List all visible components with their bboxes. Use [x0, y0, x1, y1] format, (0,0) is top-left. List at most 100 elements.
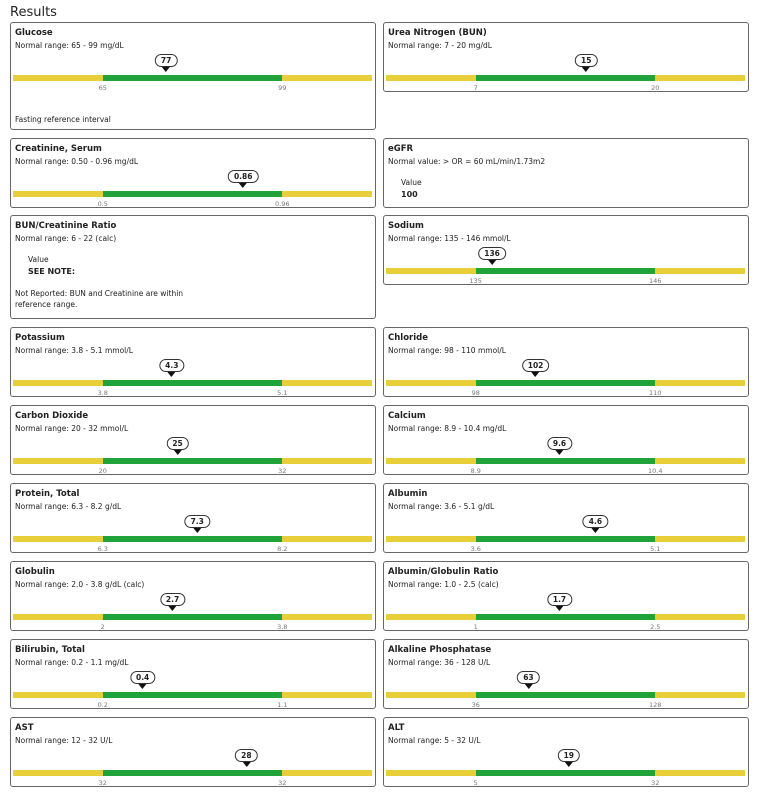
test-name: Chloride [388, 333, 428, 343]
marker-pointer [591, 528, 600, 533]
normal-band [102, 614, 283, 620]
test-name: BUN/Creatinine Ratio [15, 221, 117, 231]
marker-pointer [582, 67, 591, 72]
low-tick-label: 7 [473, 84, 478, 92]
result-card: Calcium Normal range: 8.9 - 10.4 mg/dL 8.9… [383, 405, 749, 475]
low-tick-label: 98 [471, 389, 480, 397]
marker-pointer [168, 606, 177, 611]
high-tick-label: 128 [649, 701, 662, 709]
test-name: Carbon Dioxide [15, 411, 89, 421]
test-name: Urea Nitrogen (BUN) [388, 28, 487, 38]
result-label: Value [401, 178, 422, 187]
value-bubble: 102 [521, 359, 550, 372]
value-marker: 136 [478, 247, 506, 265]
result-card: Chloride Normal range: 98 - 110 mmol/L 98 1… [383, 327, 749, 397]
result-card: Sodium Normal range: 135 - 146 mmol/L 135 1… [383, 215, 749, 285]
normal-range: Normal range: 3.8 - 5.1 mmol/L [15, 346, 133, 355]
normal-band [475, 75, 656, 81]
marker-pointer [138, 684, 147, 689]
value-bubble: 63 [517, 671, 540, 684]
value-marker: 28 [235, 749, 258, 767]
high-tick-label: 146 [649, 277, 662, 285]
marker-pointer [167, 372, 176, 377]
range-bar [386, 614, 745, 620]
normal-band [475, 380, 656, 386]
high-tick-label: 20 [651, 84, 660, 92]
range-bar [386, 75, 745, 81]
value-marker: 0.4 [129, 671, 156, 689]
range-bar [13, 458, 372, 464]
normal-range: Normal range: 8.9 - 10.4 mg/dL [388, 424, 507, 433]
normal-band [102, 191, 283, 197]
low-tick-label: 2 [100, 623, 105, 631]
value-marker: 77 [154, 54, 178, 72]
result-card: Albumin/Globulin Ratio Normal range: 1.0 … [383, 561, 749, 631]
normal-range: Normal range: 36 - 128 U/L [388, 658, 491, 667]
page-title: Results [10, 5, 57, 20]
low-tick-label: 6.3 [97, 545, 108, 553]
normal-band [102, 75, 283, 81]
result-value: SEE NOTE: [28, 267, 76, 276]
normal-range: Normal range: 135 - 146 mmol/L [388, 234, 511, 243]
low-tick-label: 0.5 [97, 200, 108, 208]
value-bubble: 28 [235, 749, 258, 762]
value-bubble: 4.6 [582, 515, 609, 528]
value-marker: 102 [521, 359, 550, 377]
high-tick-label: 110 [649, 389, 662, 397]
normal-band [102, 770, 283, 776]
value-bubble: 0.4 [129, 671, 156, 684]
results-grid: Glucose Normal range: 65 - 99 mg/dL 65 99 77… [10, 22, 749, 787]
value-bubble: 7.3 [184, 515, 210, 528]
normal-band [475, 692, 656, 698]
test-name: AST [15, 723, 34, 733]
result-value: 100 [401, 190, 418, 199]
high-tick-label: 32 [278, 779, 287, 787]
normal-band [102, 692, 283, 698]
range-bar [13, 191, 372, 197]
high-tick-label: 5.1 [650, 545, 661, 553]
low-tick-label: 3.8 [97, 389, 108, 397]
result-card: Globulin Normal range: 2.0 - 3.8 g/dL (ca… [10, 561, 376, 631]
value-marker: 1.7 [546, 593, 573, 611]
high-tick-label: 2.5 [650, 623, 661, 631]
result-card: Urea Nitrogen (BUN) Normal range: 7 - 20 … [383, 22, 749, 92]
marker-pointer [488, 260, 497, 265]
normal-range: Normal range: 0.2 - 1.1 mg/dL [15, 658, 129, 667]
value-bubble: 19 [557, 749, 581, 762]
test-name: Potassium [15, 333, 65, 343]
test-name: Creatinine, Serum [15, 144, 102, 154]
result-label: Value [28, 255, 49, 264]
range-bar [13, 536, 372, 542]
normal-range: Normal range: 65 - 99 mg/dL [15, 41, 124, 50]
value-marker: 9.6 [546, 437, 573, 455]
value-marker: 0.86 [227, 170, 259, 188]
range-bar [386, 770, 745, 776]
normal-range: Normal range: 2.0 - 3.8 g/dL (calc) [15, 580, 145, 589]
normal-range: Normal range: 6 - 22 (calc) [15, 234, 117, 243]
value-bubble: 77 [154, 54, 178, 67]
low-tick-label: 8.9 [470, 467, 481, 475]
range-bar [13, 75, 372, 81]
normal-band [475, 614, 656, 620]
note: Not Reported: BUN and Creatinine are wit… [15, 289, 184, 309]
range-bar [13, 770, 372, 776]
normal-band [475, 458, 656, 464]
value-marker: 25 [166, 437, 189, 455]
normal-range: Normal range: 5 - 32 U/L [388, 736, 481, 745]
value-marker: 63 [517, 671, 540, 689]
low-tick-label: 36 [471, 701, 480, 709]
value-bubble: 25 [166, 437, 189, 450]
marker-pointer [564, 762, 573, 767]
high-tick-label: 3.8 [277, 623, 288, 631]
low-tick-label: 1 [473, 623, 478, 631]
value-bubble: 9.6 [546, 437, 573, 450]
value-bubble: 136 [478, 247, 506, 260]
result-card: BUN/Creatinine Ratio Normal range: 6 - 22… [10, 215, 376, 319]
result-card: Potassium Normal range: 3.8 - 5.1 mmol/L 3… [10, 327, 376, 397]
low-tick-label: 65 [98, 84, 107, 92]
range-bar [386, 536, 745, 542]
low-tick-label: 20 [98, 467, 107, 475]
high-tick-label: 99 [278, 84, 287, 92]
result-card: Protein, Total Normal range: 6.3 - 8.2 g/… [10, 483, 376, 553]
normal-band [102, 380, 283, 386]
